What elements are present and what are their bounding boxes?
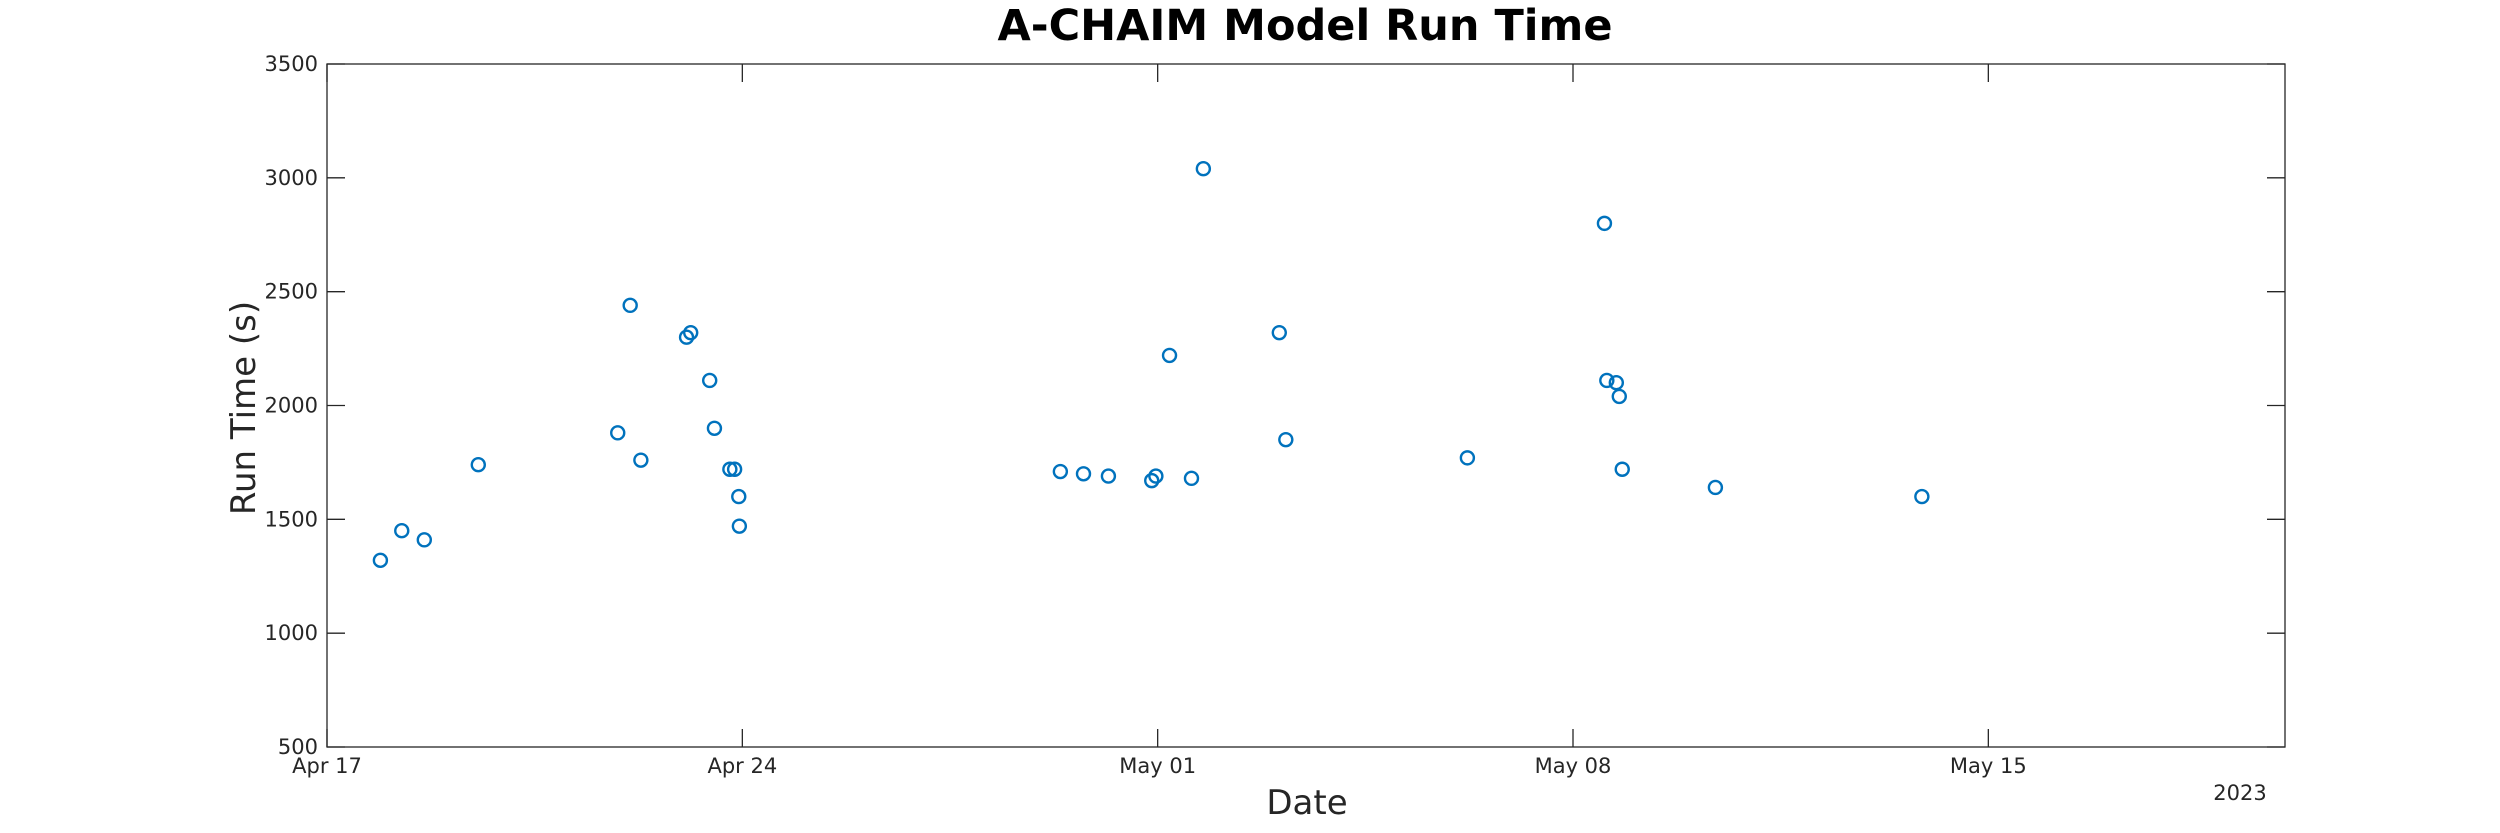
x-tick-label: May 15 xyxy=(1950,754,2027,778)
y-tick-label: 2500 xyxy=(265,280,318,304)
data-point xyxy=(1608,375,1625,391)
data-point xyxy=(1144,472,1160,489)
data-point xyxy=(1271,324,1288,341)
data-point xyxy=(726,461,743,477)
x-tick-label: May 08 xyxy=(1535,754,1612,778)
axis-ticks: 500 1000 1500 2000 2500 3000 3500 Apr 17 Apr 24 M… xyxy=(265,52,2285,778)
data-point xyxy=(1611,388,1627,405)
data-point xyxy=(1183,470,1200,487)
data-point xyxy=(1161,347,1178,364)
data-point xyxy=(722,461,738,477)
data-point xyxy=(706,420,723,436)
data-point xyxy=(1195,161,1212,177)
y-tick-label: 1500 xyxy=(265,507,318,531)
data-point xyxy=(394,523,410,539)
data-point xyxy=(731,488,747,505)
data-point xyxy=(1914,488,1930,505)
data-point xyxy=(416,532,433,548)
data-point xyxy=(1075,466,1092,482)
data-point xyxy=(702,372,718,389)
data-points xyxy=(372,161,1930,569)
chart-title: A-CHAIM Model Run Time xyxy=(997,1,1612,51)
data-point xyxy=(678,329,695,345)
x-tick-label: May 01 xyxy=(1119,754,1196,778)
x-axis-year-label: 2023 xyxy=(2213,781,2266,805)
x-tick-label: Apr 24 xyxy=(707,754,777,778)
data-point xyxy=(1596,215,1613,232)
data-point xyxy=(470,456,486,473)
y-tick-label: 3000 xyxy=(265,166,318,190)
data-point xyxy=(1278,431,1294,448)
data-point xyxy=(1707,479,1724,496)
data-point xyxy=(1148,468,1164,484)
data-point xyxy=(1100,468,1117,484)
data-point xyxy=(1052,463,1069,480)
data-point xyxy=(1614,461,1630,477)
y-tick-label: 500 xyxy=(278,735,318,759)
y-tick-label: 1000 xyxy=(265,621,318,645)
data-point xyxy=(622,297,638,314)
data-point xyxy=(372,552,389,569)
data-point xyxy=(683,324,699,341)
y-axis-label: Run Time (s) xyxy=(224,301,264,515)
x-tick-label: Apr 17 xyxy=(292,754,362,778)
x-axis-label: Date xyxy=(1266,783,1347,823)
data-point xyxy=(1599,372,1615,389)
data-point xyxy=(1459,450,1476,466)
y-tick-label: 3500 xyxy=(265,52,318,76)
data-point xyxy=(633,452,649,468)
data-point xyxy=(610,425,626,441)
plot-frame xyxy=(326,63,2286,748)
y-tick-label: 2000 xyxy=(265,394,318,418)
data-point xyxy=(731,518,748,534)
